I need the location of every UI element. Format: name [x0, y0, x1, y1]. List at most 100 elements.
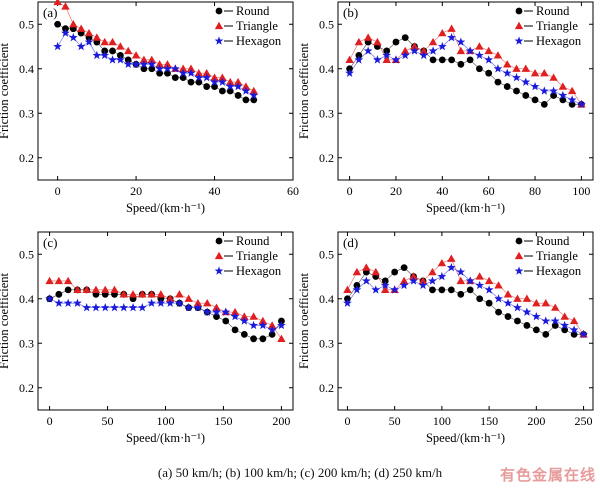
triangle-point: [178, 64, 188, 72]
hexagon-point: [267, 325, 277, 334]
triangle-point: [569, 316, 579, 325]
hexagon-point: [202, 307, 212, 316]
hexagon-point: [373, 55, 382, 64]
triangle-point: [549, 73, 558, 81]
triangle-point: [84, 28, 94, 37]
x-tick-label: 0: [344, 414, 350, 428]
x-tick-label: 250: [575, 414, 593, 428]
triangle-point: [138, 290, 147, 298]
triangle-point: [277, 334, 286, 342]
round-point: [171, 74, 179, 82]
hexagon-point: [521, 77, 531, 86]
triangle-point: [541, 299, 550, 307]
x-tick-label: 0: [47, 414, 53, 428]
hexagon-point: [221, 307, 231, 316]
hexagon-point: [156, 298, 166, 307]
triangle-point: [249, 312, 258, 320]
hexagon-point: [175, 298, 184, 307]
round-point: [466, 286, 474, 294]
hexagon-point: [239, 316, 249, 325]
hexagon-point: [579, 329, 588, 339]
hexagon-point: [428, 46, 438, 55]
hexagon-point: [456, 267, 466, 276]
round-point: [550, 92, 557, 99]
hexagon-point: [513, 303, 522, 312]
triangle-point: [92, 33, 102, 41]
triangle-point: [352, 267, 362, 276]
triangle-point: [139, 55, 149, 63]
hexagon-point: [352, 285, 362, 294]
round-point: [392, 38, 400, 46]
triangle-point: [218, 73, 227, 81]
chart-panel-3: 0 50 100 150 200 0.2 0.3 0.4 0.5 Speed/(km·h⁻¹) Fr…: [0, 231, 294, 445]
legend-marker-triangle: [514, 21, 524, 30]
hexagon-point: [410, 46, 419, 55]
triangle-point: [210, 73, 219, 81]
triangle-point: [175, 290, 184, 298]
round-point: [187, 78, 195, 86]
panel-label: (c): [43, 235, 57, 250]
triangle-point: [437, 258, 447, 267]
triangle-point: [345, 55, 354, 63]
x-tick-label: 20: [390, 184, 402, 198]
hexagon-point: [345, 68, 354, 77]
triangle-point: [131, 51, 141, 59]
round-point: [495, 308, 502, 316]
hexagon-point: [343, 298, 352, 307]
triangle-point: [147, 55, 156, 63]
round-point: [226, 87, 234, 95]
round-point: [211, 83, 218, 90]
x-tick-label: 200: [527, 414, 545, 428]
round-point: [268, 330, 276, 338]
triangle-point: [69, 20, 78, 28]
hexagon-point: [382, 50, 392, 60]
triangle-point: [233, 77, 243, 86]
legend-marker-hexagon: [214, 36, 224, 45]
round-point: [250, 96, 258, 104]
triangle-point: [184, 294, 193, 302]
x-tick-label: 40: [436, 184, 448, 198]
round-point: [503, 83, 511, 90]
y-tick-label: 0.3: [319, 106, 334, 120]
legend-marker-round: [515, 237, 523, 245]
round-point: [504, 313, 512, 320]
triangle-point: [128, 290, 138, 298]
round-point: [391, 268, 399, 276]
y-tick-label: 0.4: [19, 62, 34, 76]
legend-label-round: Round: [236, 234, 270, 248]
triangle-point: [456, 46, 466, 55]
hexagon-point: [84, 37, 94, 46]
panel-label: (b): [343, 5, 358, 20]
triangle-point: [53, 0, 62, 6]
triangle-point: [54, 276, 64, 285]
round-point: [203, 83, 211, 90]
hexagon-point: [218, 77, 227, 86]
triangle-point: [456, 276, 465, 285]
hexagon-point: [186, 68, 196, 77]
round-point: [242, 96, 250, 104]
legend-label-hexagon: Hexagon: [236, 34, 282, 48]
triangle-point: [381, 285, 390, 293]
round-point: [195, 78, 203, 86]
hexagon-point: [54, 298, 64, 307]
round-point: [429, 56, 437, 64]
hexagon-point: [249, 90, 259, 100]
triangle-point: [401, 46, 410, 55]
hexagon-point: [530, 81, 540, 91]
y-tick-label: 0.5: [319, 17, 334, 31]
legend-marker-triangle: [514, 251, 524, 260]
hexagon-point: [541, 316, 551, 325]
hexagon-point: [409, 276, 418, 285]
hexagon-point: [123, 59, 133, 69]
y-axis-label: Friction coefficient: [0, 273, 11, 369]
hexagon-point: [354, 55, 364, 64]
hexagon-point: [550, 316, 560, 325]
triangle-point: [203, 299, 212, 307]
hexagon-point: [53, 41, 62, 51]
hexagon-point: [391, 55, 401, 64]
triangle-point: [493, 51, 503, 59]
triangle-point: [124, 46, 133, 55]
hexagon-point: [569, 325, 579, 334]
hexagon-point: [419, 50, 429, 60]
triangle-point: [475, 272, 484, 280]
